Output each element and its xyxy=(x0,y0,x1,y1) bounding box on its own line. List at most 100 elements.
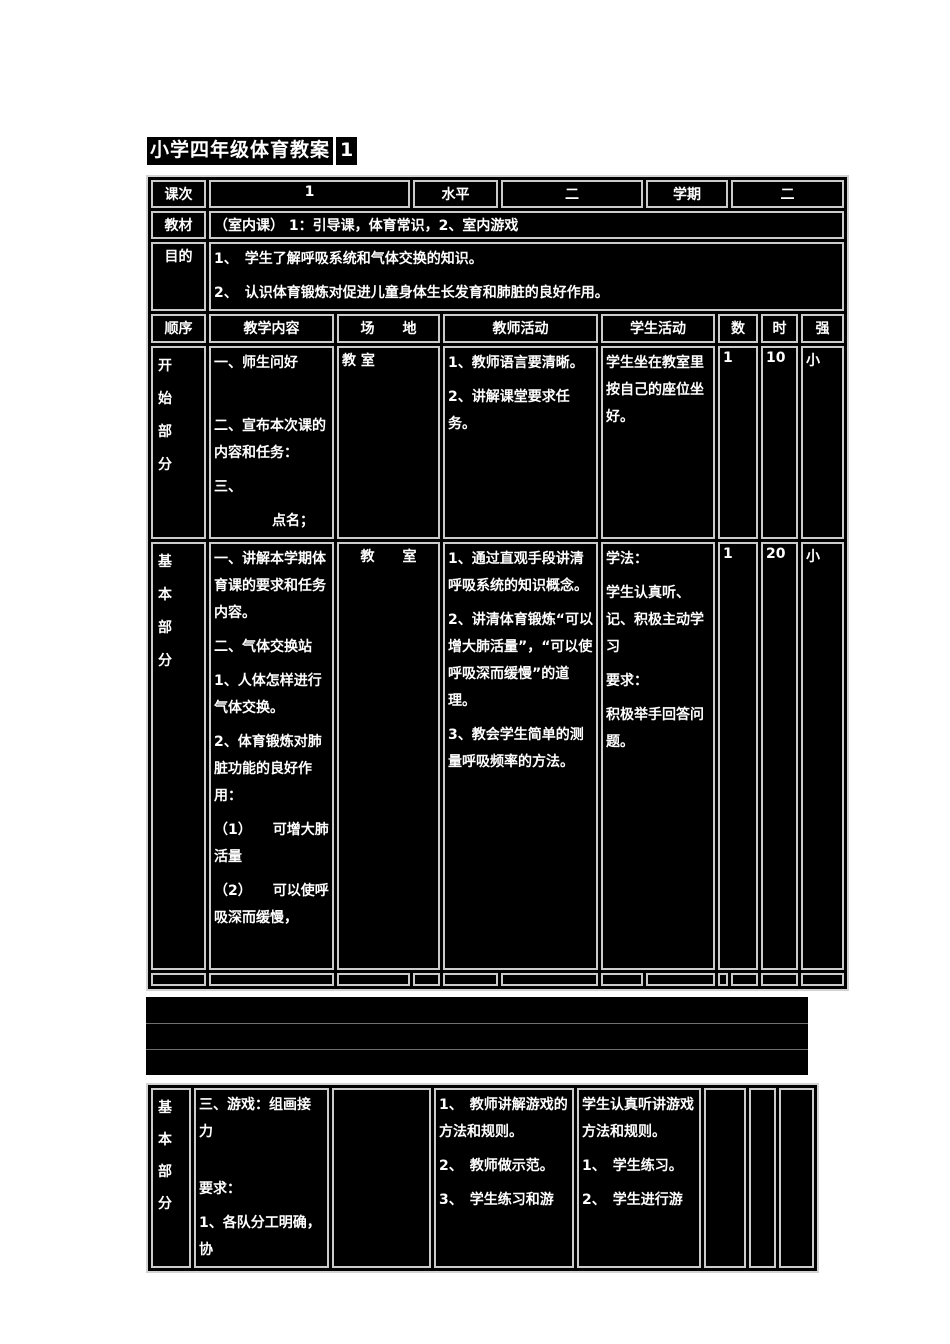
row-lesson-meta: 课次 1 水平 二 学期 二 xyxy=(151,180,844,208)
basic-count: 1 xyxy=(718,542,758,970)
phase-opening: 开 始 部 分 xyxy=(151,346,206,539)
teacher-line: 3、教会学生简单的测量呼吸频率的方法。 xyxy=(448,727,584,770)
student-line: 积极举手回答问题。 xyxy=(606,707,704,750)
student-line: 学生认真听讲游戏方法和规则。 xyxy=(582,1097,694,1140)
basic-venue: 教 室 xyxy=(337,542,440,970)
lesson-table-continuation: 基 本 部 分 三、游戏：组画接力 要求： 1、各队分工明确，协 1、 教师讲解… xyxy=(146,1083,819,1273)
student-line: 学生坐在教室里按自己的座位坐好。 xyxy=(606,355,704,425)
content-line: 三、游戏：组画接力 xyxy=(199,1097,311,1140)
col-header-teacher-activity: 教师活动 xyxy=(443,314,598,343)
lesson-plan-page: 小学四年级体育教案 1 课次 1 水平 二 学期 二 教材 （室内课） 1：引导… xyxy=(146,137,849,1273)
teacher-line: 2、讲清体育锻炼“可以增大肺活量”，“可以使呼吸深而缓慢”的道理。 xyxy=(448,612,593,709)
title-divider xyxy=(333,137,337,165)
opening-content: 一、师生问好 二、宣布本次课的内容和任务： 三、 点名； xyxy=(209,346,334,539)
row-objectives: 目的 1、 学生了解呼吸系统和气体交换的知识。 2、 认识体育锻炼对促进儿童身体… xyxy=(151,242,844,311)
content-line: 点名； xyxy=(272,513,314,529)
basic-content: 一、讲解本学期体育课的要求和任务内容。 二、气体交换站 1、人体怎样进行气体交换… xyxy=(209,542,334,970)
page-title: 小学四年级体育教案 1 xyxy=(147,137,808,165)
col-header-time: 时 xyxy=(761,314,798,343)
material-value: （室内课） 1：引导课，体育常识，2、室内游戏 xyxy=(209,211,844,239)
objectives-label: 目的 xyxy=(151,242,206,311)
col-header-intensity: 强 xyxy=(801,314,844,343)
game-count xyxy=(704,1088,746,1268)
opening-student-activity: 学生坐在教室里按自己的座位坐好。 xyxy=(601,346,715,539)
split-cell xyxy=(718,973,728,986)
game-venue xyxy=(332,1088,431,1268)
row-material: 教材 （室内课） 1：引导课，体育常识，2、室内游戏 xyxy=(151,211,844,239)
game-time xyxy=(749,1088,776,1268)
split-cell xyxy=(601,973,643,986)
row-column-headers: 顺序 教学内容 场 地 教师活动 学生活动 数 时 强 xyxy=(151,314,844,343)
phase-opening-label: 开 始 部 分 xyxy=(158,358,172,473)
game-intensity xyxy=(779,1088,814,1268)
col-header-count: 数 xyxy=(718,314,758,343)
content-line: （1） 可增大肺活量 xyxy=(214,822,329,865)
objective-line: 1、 学生了解呼吸系统和气体交换的知识。 xyxy=(214,251,483,267)
phase-basic-cont-label: 基 本 部 分 xyxy=(158,1100,172,1212)
material-label: 教材 xyxy=(151,211,206,239)
lesson-number-value: 1 xyxy=(209,180,410,208)
basic-intensity: 小 xyxy=(801,542,844,970)
student-line: 1、 学生练习。 xyxy=(582,1158,683,1174)
content-line: 一、讲解本学期体育课的要求和任务内容。 xyxy=(214,551,326,621)
content-line: 二、气体交换站 xyxy=(214,639,312,655)
col-header-sequence: 顺序 xyxy=(151,314,206,343)
opening-venue: 教 室 xyxy=(337,346,440,539)
page-title-number: 1 xyxy=(336,137,358,165)
content-line: （2） 可以使呼吸深而缓慢， xyxy=(214,883,329,926)
row-game-section: 基 本 部 分 三、游戏：组画接力 要求： 1、各队分工明确，协 1、 教师讲解… xyxy=(151,1088,814,1268)
level-label: 水平 xyxy=(413,180,498,208)
split-cell xyxy=(209,973,334,986)
objective-line: 2、 认识体育锻炼对促进儿童身体生长发育和肺脏的良好作用。 xyxy=(214,285,609,301)
split-cell xyxy=(801,973,844,986)
row-page-split xyxy=(151,973,844,986)
page-break-band xyxy=(146,997,808,1075)
page-break-strip xyxy=(146,997,808,1023)
teacher-line: 1、 教师讲解游戏的方法和规则。 xyxy=(439,1097,568,1140)
teacher-line: 1、教师语言要清晰。 xyxy=(448,355,584,371)
col-header-content: 教学内容 xyxy=(209,314,334,343)
student-line: 学生认真听、记、积极主动学习 xyxy=(606,585,704,655)
split-cell xyxy=(761,973,798,986)
row-basic-section: 基 本 部 分 一、讲解本学期体育课的要求和任务内容。 二、气体交换站 1、人体… xyxy=(151,542,844,970)
page-break-strip xyxy=(146,1023,808,1049)
page-break-strip xyxy=(146,1049,808,1075)
col-header-student-activity: 学生活动 xyxy=(601,314,715,343)
basic-student-activity: 学法： 学生认真听、记、积极主动学习 要求： 积极举手回答问题。 xyxy=(601,542,715,970)
page-title-text: 小学四年级体育教案 xyxy=(147,137,334,165)
teacher-line: 2、 教师做示范。 xyxy=(439,1158,554,1174)
split-cell xyxy=(443,973,498,986)
split-cell xyxy=(413,973,440,986)
student-line: 要求： xyxy=(606,673,648,689)
teacher-line: 2、讲解课堂要求任务。 xyxy=(448,389,570,432)
opening-teacher-activity: 1、教师语言要清晰。 2、讲解课堂要求任务。 xyxy=(443,346,598,539)
phase-basic-label: 基 本 部 分 xyxy=(158,554,172,669)
opening-count: 1 xyxy=(718,346,758,539)
phase-basic: 基 本 部 分 xyxy=(151,542,206,970)
split-cell xyxy=(646,973,715,986)
content-line: 2、体育锻炼对肺脏功能的良好作用： xyxy=(214,734,322,804)
split-cell xyxy=(151,973,206,986)
row-opening-section: 开 始 部 分 一、师生问好 二、宣布本次课的内容和任务： 三、 点名； 教 室… xyxy=(151,346,844,539)
col-header-venue: 场 地 xyxy=(337,314,440,343)
opening-intensity: 小 xyxy=(801,346,844,539)
lesson-table: 课次 1 水平 二 学期 二 教材 （室内课） 1：引导课，体育常识，2、室内游… xyxy=(146,175,849,991)
basic-time: 20 xyxy=(761,542,798,970)
split-cell xyxy=(337,973,410,986)
semester-value: 二 xyxy=(731,180,844,208)
opening-time: 10 xyxy=(761,346,798,539)
student-line: 学法： xyxy=(606,551,648,567)
game-teacher-activity: 1、 教师讲解游戏的方法和规则。 2、 教师做示范。 3、 学生练习和游 xyxy=(434,1088,574,1268)
game-content: 三、游戏：组画接力 要求： 1、各队分工明确，协 xyxy=(194,1088,329,1268)
content-line: 要求： xyxy=(199,1181,241,1197)
level-value: 二 xyxy=(501,180,643,208)
objectives-value: 1、 学生了解呼吸系统和气体交换的知识。 2、 认识体育锻炼对促进儿童身体生长发… xyxy=(209,242,844,311)
game-student-activity: 学生认真听讲游戏方法和规则。 1、 学生练习。 2、 学生进行游 xyxy=(577,1088,701,1268)
teacher-line: 1、通过直观手段讲清呼吸系统的知识概念。 xyxy=(448,551,588,594)
student-line: 2、 学生进行游 xyxy=(582,1192,683,1208)
basic-teacher-activity: 1、通过直观手段讲清呼吸系统的知识概念。 2、讲清体育锻炼“可以增大肺活量”，“… xyxy=(443,542,598,970)
semester-label: 学期 xyxy=(646,180,728,208)
content-line: 1、人体怎样进行气体交换。 xyxy=(214,673,322,716)
content-line: 三、 xyxy=(214,479,242,495)
content-line: 一、师生问好 xyxy=(214,355,298,371)
